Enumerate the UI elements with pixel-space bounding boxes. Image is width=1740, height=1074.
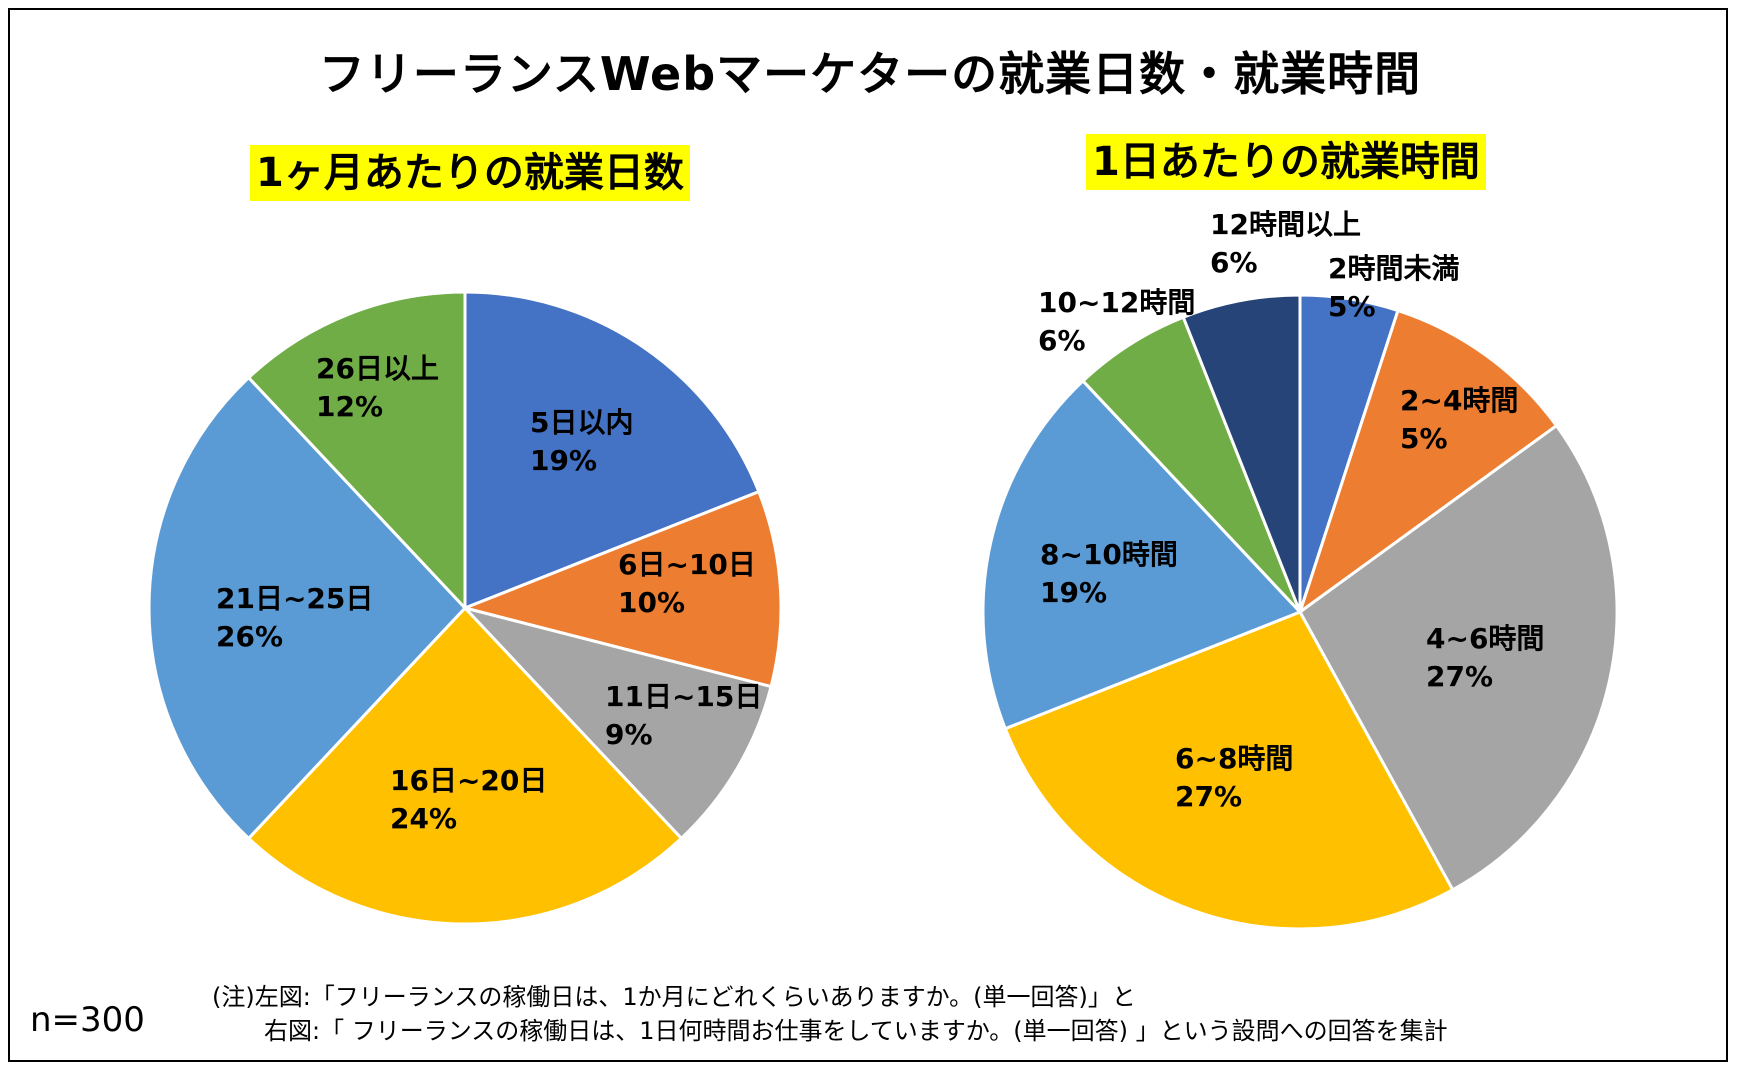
pie1-slice-6-label: 26日以上 bbox=[316, 352, 439, 385]
pie1-slice-3 bbox=[460, 605, 773, 841]
pie2-slice-6 bbox=[1080, 315, 1302, 614]
pie2-slice-3 bbox=[1298, 423, 1619, 892]
pie2-slice-2 bbox=[1297, 308, 1559, 616]
pie1-slice-4-label: 16日~20日 bbox=[390, 764, 547, 797]
pie1-slice-5 bbox=[147, 375, 468, 841]
pie1-slice-5-label: 21日~25日 bbox=[216, 582, 373, 615]
pie1-slice-5-value: 26% bbox=[216, 620, 283, 653]
pie2-slice-7-label: 12時間以上 bbox=[1210, 208, 1361, 241]
pie1-slice-4 bbox=[246, 605, 684, 926]
pie2-slice-2-label: 2~4時間 bbox=[1400, 384, 1518, 417]
pie1-slice-2-value: 10% bbox=[618, 586, 685, 619]
pie1-slice-2-label: 6日~10日 bbox=[618, 548, 756, 581]
pie1-slice-2 bbox=[460, 489, 783, 689]
pie1-slice-1 bbox=[463, 290, 761, 611]
pie2-slice-1-value: 5% bbox=[1328, 290, 1376, 323]
pie2-slice-3-value: 27% bbox=[1426, 660, 1493, 693]
pie1-slice-4-value: 24% bbox=[390, 802, 457, 835]
pie2-slice-1-label: 2時間未満 bbox=[1328, 252, 1459, 285]
footnote-line-2: 右図:「 フリーランスの稼働日は、1日何時間お仕事をしていますか。(単一回答) … bbox=[264, 1017, 1448, 1045]
right-chart-title: 1日あたりの就業時間 bbox=[1086, 134, 1486, 190]
pie2-slice-5-value: 19% bbox=[1040, 576, 1107, 609]
footnote-line-1: (注)左図:「フリーランスの稼働日は、1か月にどれくらいありますか。(単一回答)… bbox=[212, 983, 1136, 1011]
pie2-slice-6-label: 10~12時間 bbox=[1038, 286, 1195, 319]
pie2-slice-4-label: 6~8時間 bbox=[1175, 742, 1293, 775]
pie1-slice-6-value: 12% bbox=[316, 390, 383, 423]
pie2-slice-3-label: 4~6時間 bbox=[1426, 622, 1544, 655]
pie2-slice-5 bbox=[981, 378, 1303, 731]
pie2-slice-4-value: 27% bbox=[1175, 780, 1242, 813]
page-title: フリーランスWebマーケターの就業日数・就業時間 bbox=[318, 47, 1422, 101]
pie2-slice-4 bbox=[1003, 610, 1455, 931]
pie2-slice-2-value: 5% bbox=[1400, 422, 1448, 455]
pie2-slice-5-label: 8~10時間 bbox=[1040, 538, 1178, 571]
pie1-slice-3-value: 9% bbox=[605, 718, 653, 751]
pie2-slice-7-value: 6% bbox=[1210, 246, 1258, 279]
pie1-slice-3-label: 11日~15日 bbox=[605, 680, 762, 713]
pie2-slice-6-value: 6% bbox=[1038, 324, 1086, 357]
left-chart-title: 1ヶ月あたりの就業日数 bbox=[250, 145, 690, 201]
pie2-slice-7 bbox=[1181, 293, 1302, 613]
sample-size: n=300 bbox=[30, 1000, 145, 1040]
pie1-slice-1-value: 19% bbox=[530, 444, 597, 477]
footnote: (注)左図:「フリーランスの稼働日は、1か月にどれくらいありますか。(単一回答)… bbox=[212, 980, 1448, 1048]
pie1-slice-1-label: 5日以内 bbox=[530, 406, 633, 439]
pie1-slice-6 bbox=[246, 290, 467, 612]
